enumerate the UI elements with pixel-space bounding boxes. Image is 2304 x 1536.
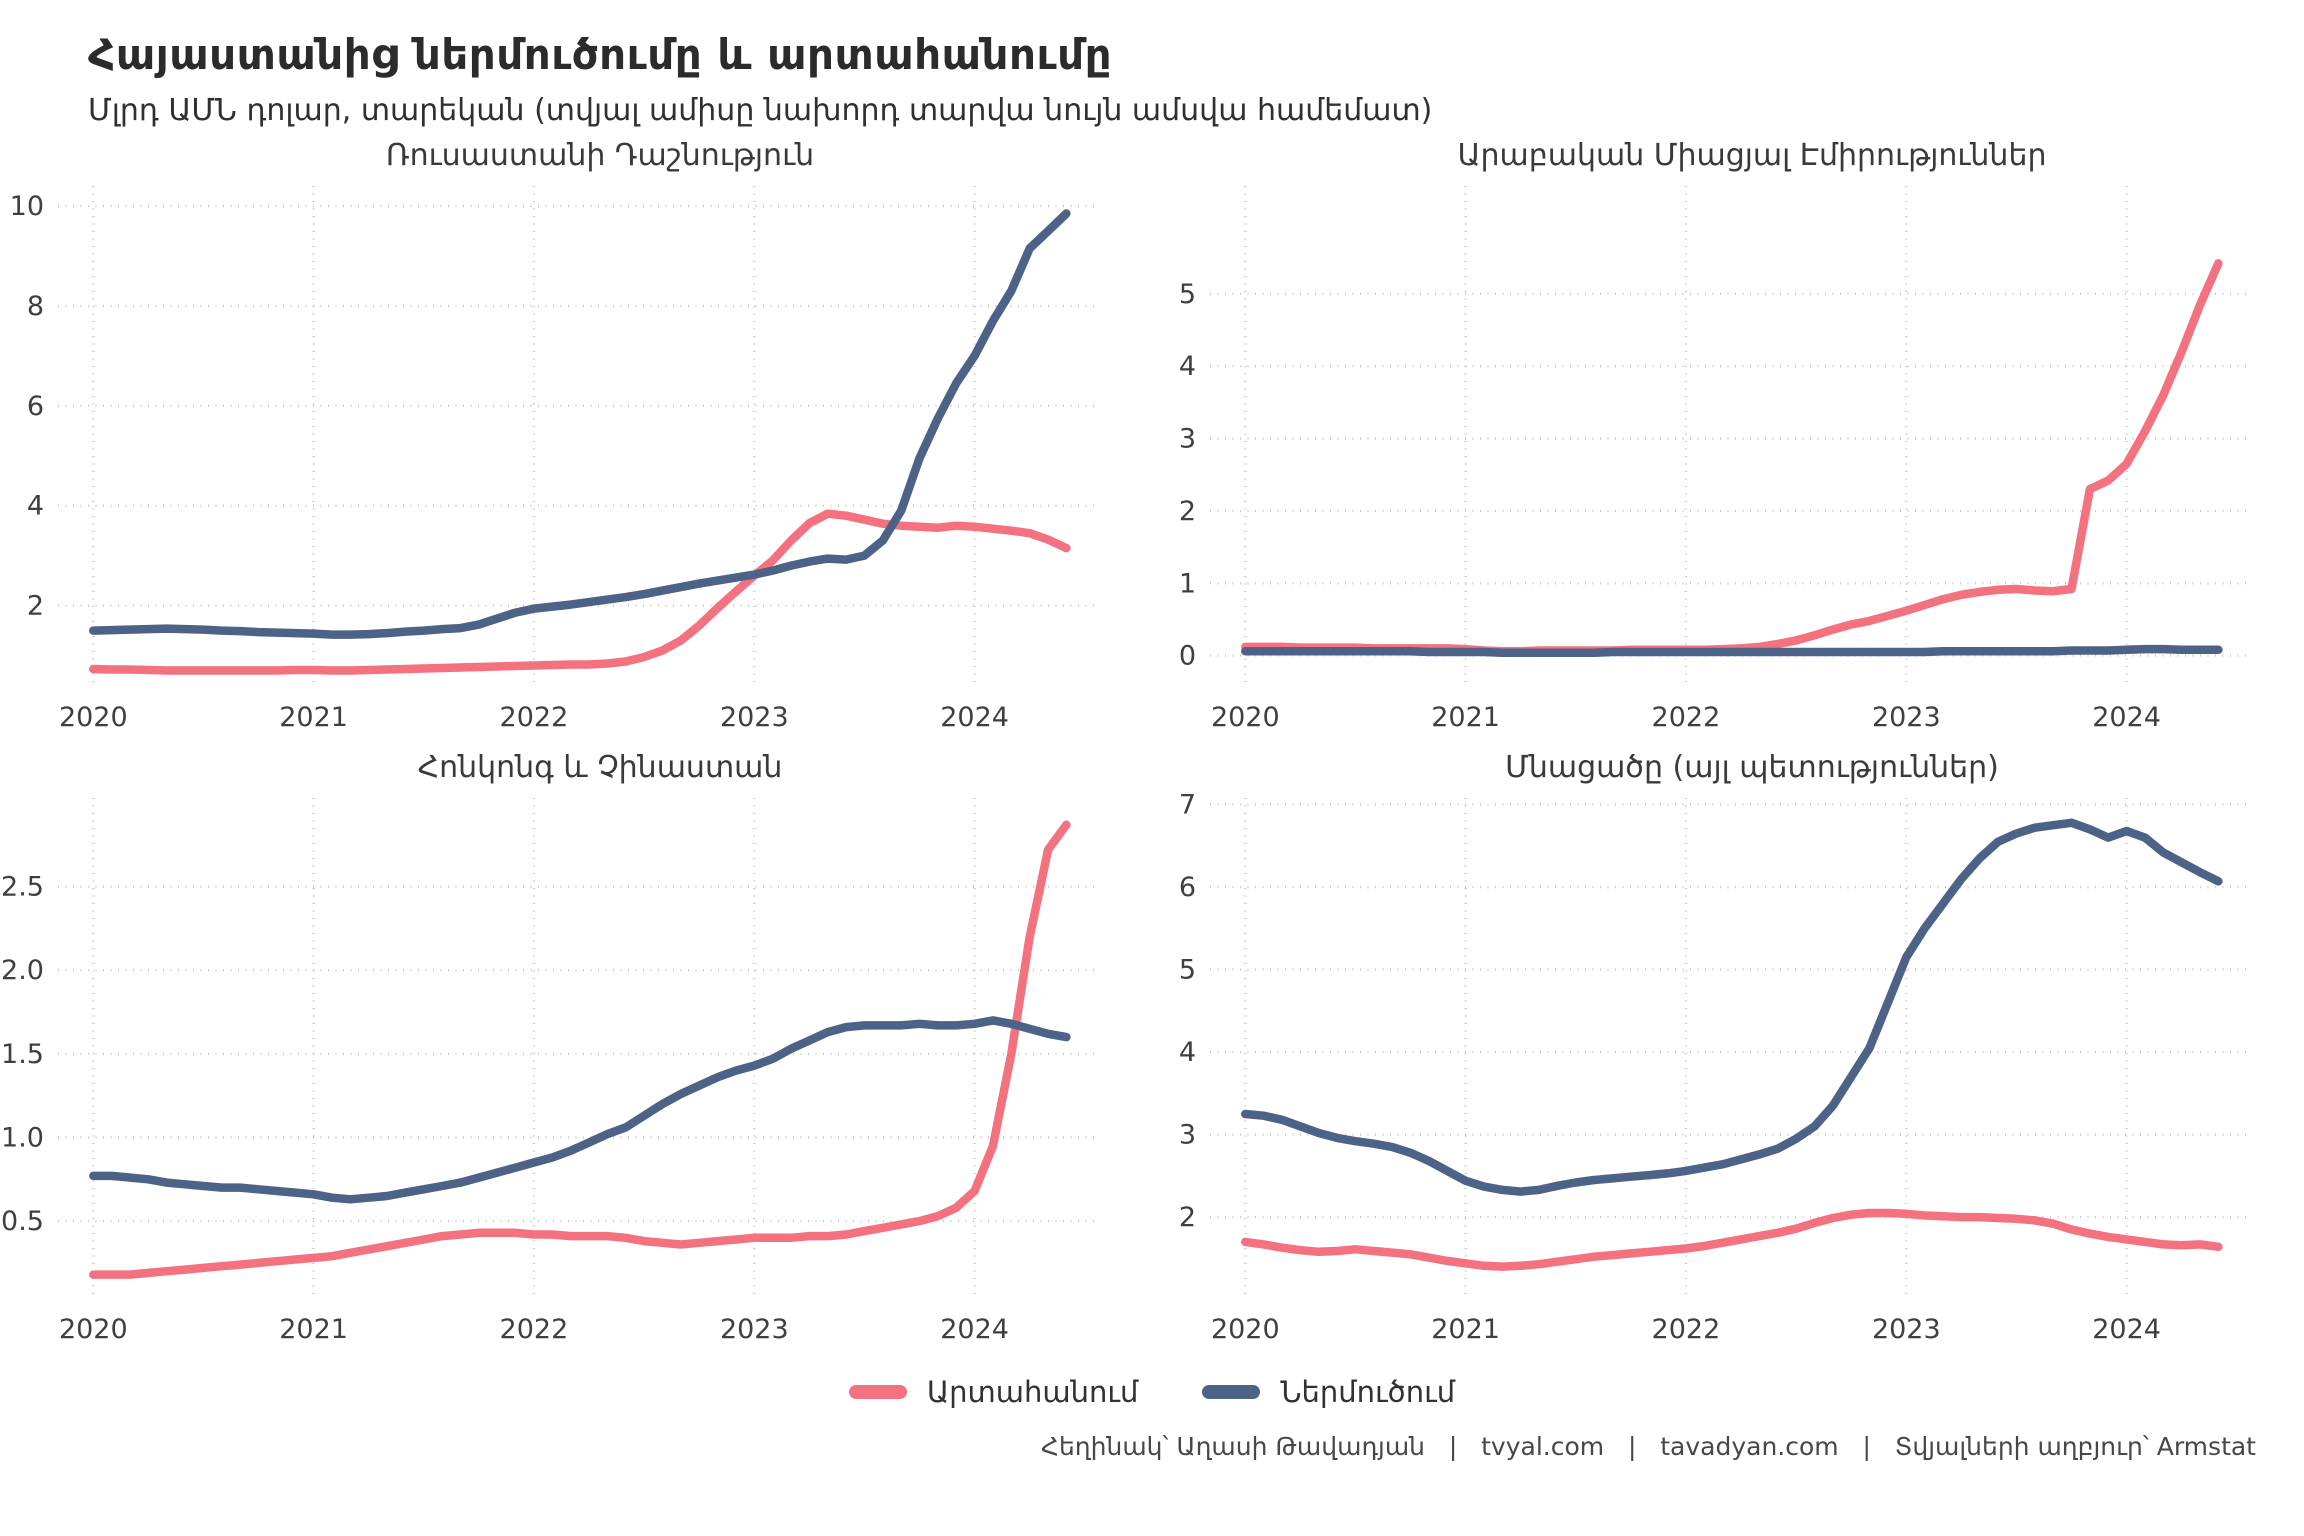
x-tick-label: 2024: [940, 702, 1009, 733]
y-tick-label: 2.0: [1, 955, 44, 986]
y-tick-label: 0.5: [1, 1206, 44, 1237]
legend: Արտահանում Ներմուծում: [0, 1366, 2304, 1418]
chart-rest: Մնացածը (այլ պետություններ) 2020 2021 2022…: [1152, 746, 2304, 1358]
chart-title-russia: Ռուսաստանի Դաշնություն: [385, 138, 815, 173]
export-line: [1241, 1208, 2223, 1271]
chart-hongkong-china: Հոնկոնգ և Չինաստան 2020 2021 2022 2023 2024 0…: [0, 746, 1152, 1358]
legend-label-import: Ներմուծում: [1280, 1375, 1456, 1409]
import-line: [89, 209, 1071, 639]
charts-grid: Ռուսաստանի Դաշնություն 2020 2021 2022 2023 2…: [0, 134, 2304, 1358]
y-tick-label: 2.5: [1, 872, 44, 903]
x-tick-label: 2020: [59, 702, 128, 733]
y-tick-label: 1.5: [1, 1039, 44, 1070]
import-line: [1241, 644, 2223, 657]
chart-uae: Արաբական Միացյալ Էմիրություններ 2020 2021…: [1152, 134, 2304, 746]
page-subtitle: Մլրդ ԱՄՆ դոլար, տարեկան (տվյալ ամիսը նախ…: [88, 93, 1433, 128]
hongkong-china-plot-svg: 2020 2021 2022 2023 2024 0.5 1.0 1.5 2.0 2.5: [1, 798, 1098, 1345]
x-tick-label: 2024: [2092, 702, 2161, 733]
page-header: Հայաստանից ներմուծումը և արտահանումը Մլր…: [0, 0, 2304, 128]
x-tick-label: 2023: [720, 702, 789, 733]
y-tick-label: 7: [1179, 790, 1196, 821]
chart-title-uae: Արաբական Միացյալ Էմիրություններ: [1457, 138, 2047, 173]
y-tick-label: 2: [1179, 1202, 1196, 1233]
y-tick-label: 4: [1179, 1037, 1196, 1068]
legend-item-export: Արտահանում: [848, 1375, 1139, 1409]
y-tick-label: 0: [1179, 641, 1196, 672]
chart-title-rest: Մնացածը (այլ պետություններ): [1505, 750, 1999, 785]
y-tick-label: 8: [27, 291, 44, 322]
y-tick-label: 5: [1179, 279, 1196, 310]
import-line: [1241, 818, 2223, 1196]
y-tick-label: 2: [27, 591, 44, 622]
russia-plot-svg: 2020 2021 2022 2023 2024 2 4 6 8 10: [10, 186, 1098, 733]
y-tick-label: 3: [1179, 424, 1196, 455]
x-tick-label: 2022: [1652, 1314, 1721, 1345]
chart-title-hongkong-china: Հոնկոնգ և Չինաստան: [417, 750, 783, 785]
y-tick-label: 10: [10, 191, 44, 222]
legend-item-import: Ներմուծում: [1202, 1375, 1455, 1409]
x-tick-label: 2024: [940, 1314, 1009, 1345]
import-line: [89, 1016, 1071, 1204]
x-tick-label: 2020: [59, 1314, 128, 1345]
x-tick-label: 2023: [1872, 1314, 1941, 1345]
export-line: [1241, 259, 2223, 656]
x-tick-label: 2022: [500, 1314, 569, 1345]
y-tick-label: 3: [1179, 1120, 1196, 1151]
y-tick-label: 1.0: [1, 1123, 44, 1154]
y-tick-label: 4: [1179, 351, 1196, 382]
y-tick-label: 2: [1179, 496, 1196, 527]
x-tick-label: 2022: [1652, 702, 1721, 733]
caption: Հեղինակ՝ Աղասի Թավադյան | tvyal.com | ta…: [1041, 1432, 2256, 1461]
export-line-swatch-icon: [848, 1385, 907, 1399]
y-tick-label: 6: [27, 391, 44, 422]
y-tick-label: 4: [27, 491, 44, 522]
export-line: [89, 820, 1071, 1279]
x-tick-label: 2020: [1211, 702, 1280, 733]
x-tick-label: 2023: [720, 1314, 789, 1345]
export-line: [89, 509, 1071, 675]
x-tick-label: 2021: [1431, 1314, 1500, 1345]
y-tick-label: 5: [1179, 955, 1196, 986]
x-tick-label: 2024: [2092, 1314, 2161, 1345]
y-tick-label: 1: [1179, 568, 1196, 599]
page-title: Հայաստանից ներմուծումը և արտահանումը: [88, 30, 1113, 79]
x-tick-label: 2021: [279, 702, 348, 733]
x-tick-label: 2022: [500, 702, 569, 733]
x-tick-label: 2023: [1872, 702, 1941, 733]
x-tick-label: 2021: [279, 1314, 348, 1345]
x-tick-label: 2021: [1431, 702, 1500, 733]
chart-russia: Ռուսաստանի Դաշնություն 2020 2021 2022 2023 2…: [0, 134, 1152, 746]
legend-label-export: Արտահանում: [926, 1375, 1139, 1409]
x-tick-label: 2020: [1211, 1314, 1280, 1345]
uae-plot-svg: 2020 2021 2022 2023 2024 0 1 2 3 4 5: [1179, 186, 2250, 733]
rest-plot-svg: 2020 2021 2022 2023 2024 2 3 4 5 6 7: [1179, 790, 2250, 1345]
y-tick-label: 6: [1179, 872, 1196, 903]
import-line-swatch-icon: [1202, 1385, 1261, 1399]
